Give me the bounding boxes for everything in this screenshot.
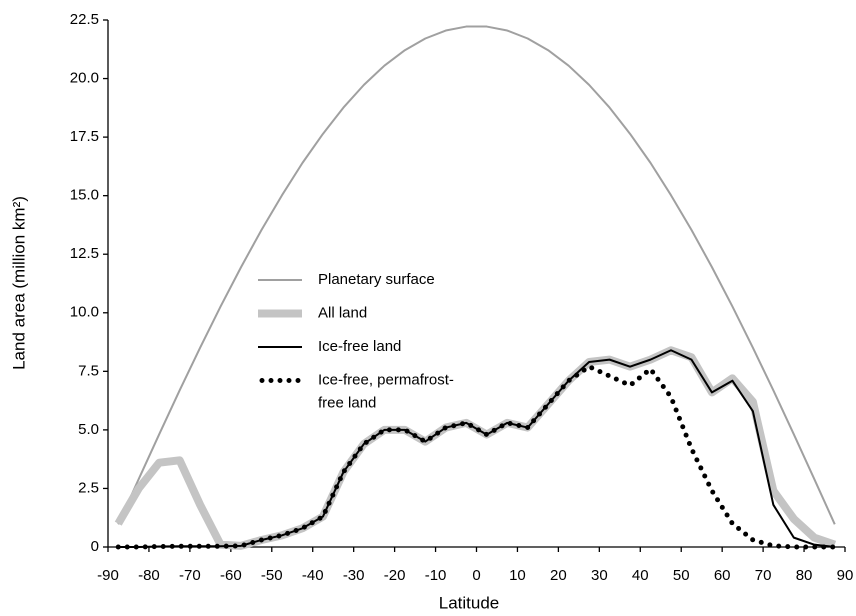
y-tick-label: 7.5 (78, 362, 99, 379)
y-tick-label: 15.0 (70, 187, 99, 204)
y-tick-label: 5.0 (78, 421, 99, 438)
y-tick-label: 20.0 (70, 70, 99, 87)
x-tick-label: -50 (261, 567, 283, 584)
x-tick-label: 30 (591, 567, 608, 584)
series-line (115, 364, 838, 550)
legend-label: All land (318, 304, 367, 321)
legend-label: Ice-free, permafrost-free land (318, 371, 454, 411)
y-tick-label: 12.5 (70, 245, 99, 262)
legend-label: Planetary surface (318, 271, 435, 288)
legend-line: Ice-free, permafrost- (318, 371, 454, 388)
series-line (117, 25, 836, 525)
x-tick-label: 60 (714, 567, 731, 584)
x-tick-label: 0 (472, 567, 480, 584)
legend-line: free land (318, 394, 376, 411)
y-tick-label: 17.5 (70, 128, 99, 145)
y-tick-label: 22.5 (70, 11, 99, 28)
x-tick-label: -10 (425, 567, 447, 584)
legend-line: Planetary surface (318, 271, 435, 288)
x-tick-label: 90 (837, 567, 854, 584)
y-tick-label: 10.0 (70, 304, 99, 321)
y-tick-label: 2.5 (78, 479, 99, 496)
y-tick-label: 0 (91, 538, 99, 555)
x-tick-label: 20 (550, 567, 567, 584)
legend-label: Ice-free land (318, 338, 401, 355)
x-axis-label: Latitude (439, 593, 500, 612)
x-tick-label: -40 (302, 567, 324, 584)
x-tick-label: -30 (343, 567, 365, 584)
x-tick-label: -20 (384, 567, 406, 584)
y-axis-label: Land area (million km²) (9, 196, 28, 370)
x-tick-label: 40 (632, 567, 649, 584)
x-tick-label: -60 (220, 567, 242, 584)
x-tick-label: 80 (796, 567, 813, 584)
legend-line: All land (318, 304, 367, 321)
x-tick-label: 10 (509, 567, 526, 584)
x-tick-label: -70 (179, 567, 201, 584)
x-tick-label: 70 (755, 567, 772, 584)
x-tick-label: -80 (138, 567, 160, 584)
x-tick-label: -90 (97, 567, 119, 584)
x-tick-label: 50 (673, 567, 690, 584)
legend-line: Ice-free land (318, 338, 401, 355)
